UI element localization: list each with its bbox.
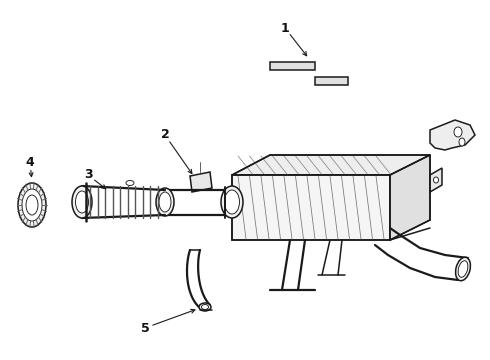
Ellipse shape: [221, 186, 243, 218]
Ellipse shape: [18, 183, 46, 227]
Polygon shape: [430, 168, 442, 192]
Ellipse shape: [459, 138, 465, 146]
Ellipse shape: [126, 180, 134, 185]
Ellipse shape: [456, 257, 470, 281]
Text: 3: 3: [84, 168, 92, 181]
Ellipse shape: [434, 177, 439, 183]
Polygon shape: [270, 62, 315, 70]
Polygon shape: [430, 120, 475, 150]
Ellipse shape: [75, 191, 89, 213]
Polygon shape: [190, 172, 212, 192]
Text: 1: 1: [281, 22, 290, 35]
Text: 2: 2: [161, 129, 170, 141]
Polygon shape: [232, 175, 390, 240]
Text: 4: 4: [25, 156, 34, 168]
Ellipse shape: [199, 303, 211, 311]
Polygon shape: [232, 155, 430, 175]
Ellipse shape: [72, 186, 92, 218]
Ellipse shape: [156, 188, 174, 216]
Ellipse shape: [159, 192, 171, 212]
Polygon shape: [390, 155, 430, 240]
Ellipse shape: [22, 189, 42, 221]
Polygon shape: [315, 77, 348, 85]
Ellipse shape: [26, 195, 38, 215]
Ellipse shape: [201, 305, 209, 310]
Ellipse shape: [454, 127, 462, 137]
Ellipse shape: [224, 190, 240, 214]
Ellipse shape: [458, 261, 468, 277]
Text: 5: 5: [141, 321, 149, 334]
